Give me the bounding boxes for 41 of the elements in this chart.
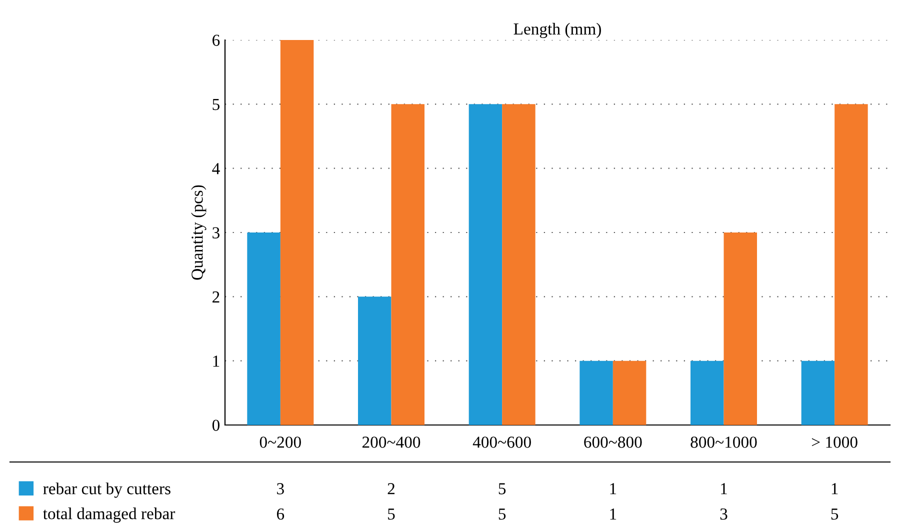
data-label: 5 [388,508,395,520]
x-tick-label: 0~200 [260,436,301,448]
y-tick-label: 2 [212,291,220,302]
y-tick-label: 5 [212,99,220,110]
x-tick-label: 200~400 [362,436,420,448]
bar [834,104,868,425]
legend-label: total damaged rebar [43,508,176,523]
x-tick-label: 800~1000 [690,436,757,448]
bar [612,360,646,425]
bar [468,104,502,425]
data-label: 3 [277,483,284,494]
bar [724,232,757,425]
data-label: 5 [831,508,838,520]
bar [358,296,392,425]
y-tick-label: 3 [212,227,220,238]
data-label: 2 [388,483,394,494]
y-tick-label: 1 [213,356,220,367]
y-tick-label: 6 [212,34,220,46]
data-label: 6 [276,508,284,520]
bar [690,360,724,425]
bar [247,232,280,425]
y-tick-label: 4 [212,163,220,174]
data-label: 1 [610,483,616,494]
data-label: 3 [720,508,728,520]
x-axis-title: Length (mm) [514,22,601,38]
bar [580,360,613,425]
x-tick-label: > 1000 [812,436,858,448]
bar [391,104,424,425]
legend-label: rebar cut by cutters [43,482,170,498]
data-label: 1 [610,508,616,520]
bar [280,40,314,425]
data-label: 5 [498,508,506,520]
x-tick-label: 600~800 [584,436,642,448]
x-tick-label: 400~600 [472,436,531,448]
data-label: 5 [498,483,506,494]
bar [801,360,835,425]
y-tick-label: 0 [212,420,220,431]
data-label: 1 [832,483,838,494]
data-label: 1 [721,483,727,494]
y-axis-title: Quantity (pcs) [191,185,206,280]
bar [502,104,536,425]
